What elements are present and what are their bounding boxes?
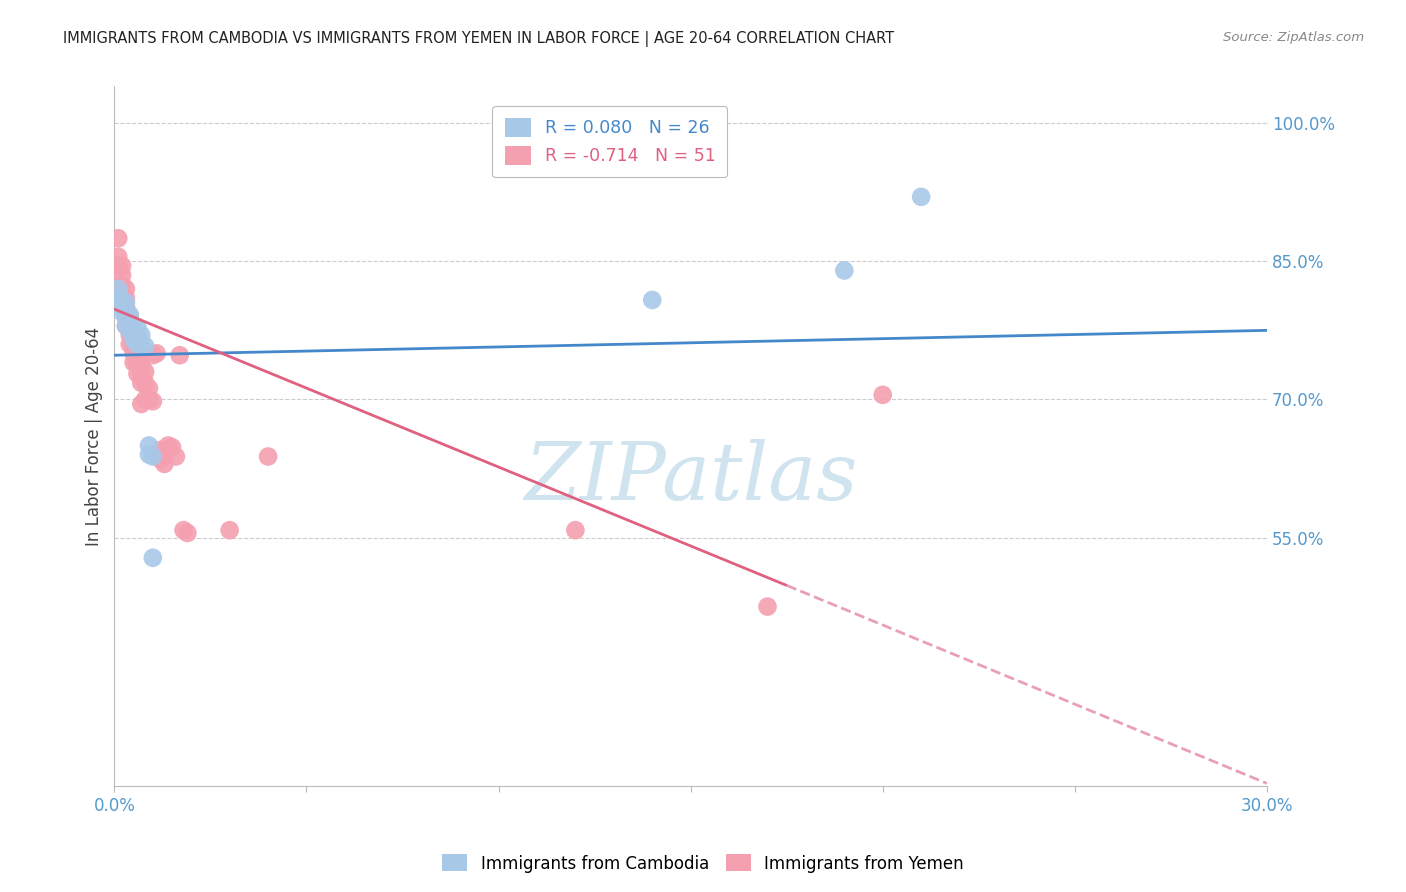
Point (115, 301, 138, 315)
Point (129, 337, 152, 351)
Point (160, 440, 183, 454)
Point (118, 318, 141, 333)
Point (138, 448, 160, 462)
Point (118, 337, 141, 351)
Text: ZIPatlas: ZIPatlas (524, 440, 858, 517)
Point (142, 450, 165, 464)
Point (118, 310, 141, 324)
Point (111, 268, 134, 282)
Point (127, 330, 149, 344)
Point (145, 346, 167, 360)
Point (138, 392, 160, 407)
Point (107, 282, 129, 296)
Point (134, 376, 156, 390)
Point (111, 286, 134, 301)
Point (115, 318, 138, 333)
Point (153, 448, 176, 462)
Point (118, 328, 141, 343)
Point (149, 443, 172, 458)
Y-axis label: In Labor Force | Age 20-64: In Labor Force | Age 20-64 (86, 326, 103, 546)
Point (134, 392, 156, 407)
Text: Source: ZipAtlas.com: Source: ZipAtlas.com (1223, 31, 1364, 45)
Point (122, 318, 145, 333)
Point (142, 348, 165, 362)
Point (910, 190, 932, 204)
Point (564, 523, 586, 537)
Point (872, 388, 894, 402)
Point (142, 550, 165, 565)
Point (118, 323, 141, 337)
Point (107, 259, 129, 273)
Point (118, 308, 141, 322)
Point (115, 295, 138, 310)
Point (127, 348, 149, 362)
Point (165, 450, 187, 464)
Legend: R = 0.080   N = 26, R = -0.714   N = 51: R = 0.080 N = 26, R = -0.714 N = 51 (492, 105, 727, 178)
Point (127, 320, 149, 334)
Point (176, 525, 198, 540)
Point (157, 438, 180, 452)
Point (129, 397, 152, 411)
Point (122, 355, 145, 369)
Point (122, 337, 145, 351)
Point (111, 301, 134, 315)
Point (149, 452, 172, 467)
Point (111, 259, 134, 273)
Point (111, 305, 134, 319)
Point (115, 311, 138, 326)
Point (127, 358, 149, 372)
Point (115, 291, 138, 305)
Point (169, 348, 191, 362)
Point (115, 305, 138, 319)
Point (756, 599, 779, 614)
Point (134, 365, 156, 379)
Point (257, 450, 280, 464)
Point (173, 523, 195, 537)
Point (122, 333, 145, 347)
Point (134, 339, 156, 353)
Point (129, 376, 152, 390)
Point (142, 394, 165, 409)
Point (111, 293, 134, 307)
Point (129, 367, 152, 381)
Point (138, 438, 160, 452)
Point (118, 314, 141, 328)
Point (115, 310, 138, 324)
Point (122, 346, 145, 360)
Point (122, 326, 145, 340)
Point (127, 337, 149, 351)
Point (127, 367, 149, 381)
Point (107, 250, 129, 264)
Point (129, 328, 152, 343)
Point (145, 448, 167, 462)
Point (115, 282, 138, 296)
Point (107, 231, 129, 245)
Point (218, 523, 240, 537)
Point (138, 381, 160, 395)
Point (153, 457, 176, 471)
Point (129, 358, 152, 372)
Point (122, 328, 145, 343)
Point (115, 318, 138, 333)
Point (111, 277, 134, 292)
Point (641, 293, 664, 307)
Point (107, 291, 129, 305)
Text: IMMIGRANTS FROM CAMBODIA VS IMMIGRANTS FROM YEMEN IN LABOR FORCE | AGE 20-64 COR: IMMIGRANTS FROM CAMBODIA VS IMMIGRANTS F… (63, 31, 894, 47)
Point (834, 263, 856, 277)
Legend: Immigrants from Cambodia, Immigrants from Yemen: Immigrants from Cambodia, Immigrants fro… (436, 847, 970, 880)
